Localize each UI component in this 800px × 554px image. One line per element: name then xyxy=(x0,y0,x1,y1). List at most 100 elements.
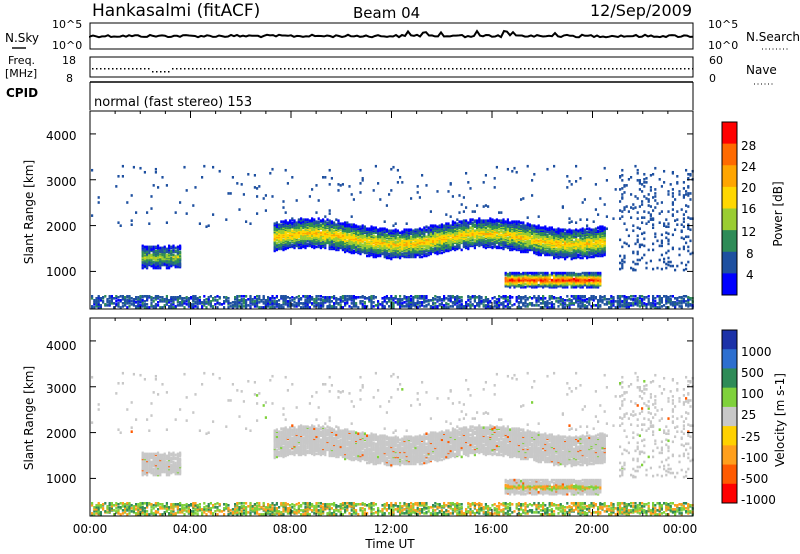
power-cell xyxy=(450,295,452,298)
power-cell xyxy=(102,300,104,303)
power-cell xyxy=(461,203,463,206)
power-cell xyxy=(285,295,287,298)
power-cell xyxy=(494,177,496,180)
power-cell xyxy=(450,238,452,241)
power-cell xyxy=(390,189,392,192)
power-cell xyxy=(302,295,304,298)
power-cell xyxy=(216,295,218,298)
power-cell xyxy=(318,220,320,223)
power-cell xyxy=(434,305,436,308)
power-cell xyxy=(485,240,487,243)
power-cell xyxy=(509,272,511,275)
power-cell xyxy=(505,272,507,275)
frequency-point xyxy=(188,68,190,70)
power-cell xyxy=(280,295,282,298)
power-cell xyxy=(507,299,509,302)
power-cell xyxy=(417,239,419,242)
frequency-point xyxy=(208,68,210,70)
power-cell xyxy=(368,296,370,299)
power-cell xyxy=(516,220,518,223)
power-cell xyxy=(100,304,102,307)
frequency-point xyxy=(552,68,554,70)
frequency-point xyxy=(144,68,146,70)
power-cell xyxy=(483,181,485,184)
power-cell xyxy=(498,223,500,226)
frequency-point xyxy=(340,68,342,70)
power-cell xyxy=(454,246,456,249)
power-cell xyxy=(417,191,419,194)
power-cell xyxy=(480,296,482,299)
power-cell xyxy=(425,295,427,298)
power-cell xyxy=(342,300,344,303)
power-cell xyxy=(315,220,317,223)
power-cell xyxy=(505,277,507,280)
frequency-point xyxy=(300,68,302,70)
power-cell xyxy=(362,300,364,303)
power-cell xyxy=(199,299,201,302)
noise-panel: N.Sky 10^5 10^0 10^5 10^0 N.Search xyxy=(5,18,800,52)
power-cell xyxy=(511,296,513,299)
power-cell xyxy=(456,295,458,298)
power-cell xyxy=(443,304,445,307)
power-cell xyxy=(491,297,493,300)
frequency-point xyxy=(112,68,114,70)
power-cell xyxy=(384,305,386,308)
power-cell xyxy=(458,194,460,197)
power-cell xyxy=(144,171,146,174)
power-cell xyxy=(392,166,394,169)
power-cell xyxy=(483,237,485,240)
power-cell xyxy=(157,186,159,189)
power-cell xyxy=(205,301,207,304)
frequency-point xyxy=(600,68,602,70)
power-cell xyxy=(337,183,339,186)
power-cell xyxy=(166,254,168,257)
power-cell xyxy=(461,249,463,252)
power-cell xyxy=(518,295,520,298)
freq-label-2: [MHz] xyxy=(5,67,37,80)
power-cell xyxy=(476,204,478,207)
power-cell xyxy=(245,220,247,223)
power-cell xyxy=(362,303,364,306)
frequency-point xyxy=(688,68,690,70)
power-cell xyxy=(476,219,478,222)
power-cell xyxy=(307,218,309,221)
power-cell xyxy=(263,301,265,304)
power-cell xyxy=(441,302,443,305)
power-cell xyxy=(117,302,119,305)
frequency-point xyxy=(404,68,406,70)
power-cell xyxy=(496,234,498,237)
power-cell xyxy=(436,225,438,228)
power-cell xyxy=(469,304,471,307)
power-cell xyxy=(179,301,181,304)
frequency-point xyxy=(256,68,258,70)
power-cell xyxy=(406,222,408,225)
power-cell xyxy=(397,229,399,232)
power-cell xyxy=(243,193,245,196)
power-cell xyxy=(432,302,434,305)
cpid-panel: CPID normal (fast stereo) 153 xyxy=(6,82,693,110)
power-cell xyxy=(461,220,463,223)
frequency-point xyxy=(228,68,230,70)
power-cell xyxy=(223,306,225,309)
frequency-point xyxy=(312,68,314,70)
power-cell xyxy=(513,272,515,275)
power-cell xyxy=(441,223,443,226)
power-cell xyxy=(509,221,511,224)
frequency-point xyxy=(192,68,194,70)
power-cell xyxy=(340,296,342,299)
frequency-point xyxy=(424,68,426,70)
frequency-point xyxy=(316,68,318,70)
power-cell xyxy=(430,305,432,308)
power-cell xyxy=(194,295,196,298)
power-cell xyxy=(113,302,115,305)
power-cell xyxy=(115,300,117,303)
power-cell xyxy=(230,192,232,195)
power-cell xyxy=(428,303,430,306)
power-cell xyxy=(500,302,502,305)
frequency-point xyxy=(436,68,438,70)
frequency-point xyxy=(200,68,202,70)
noise-right-label: N.Search xyxy=(746,30,800,44)
power-cell xyxy=(153,261,155,264)
power-cell xyxy=(135,301,137,304)
power-cell xyxy=(120,295,122,298)
